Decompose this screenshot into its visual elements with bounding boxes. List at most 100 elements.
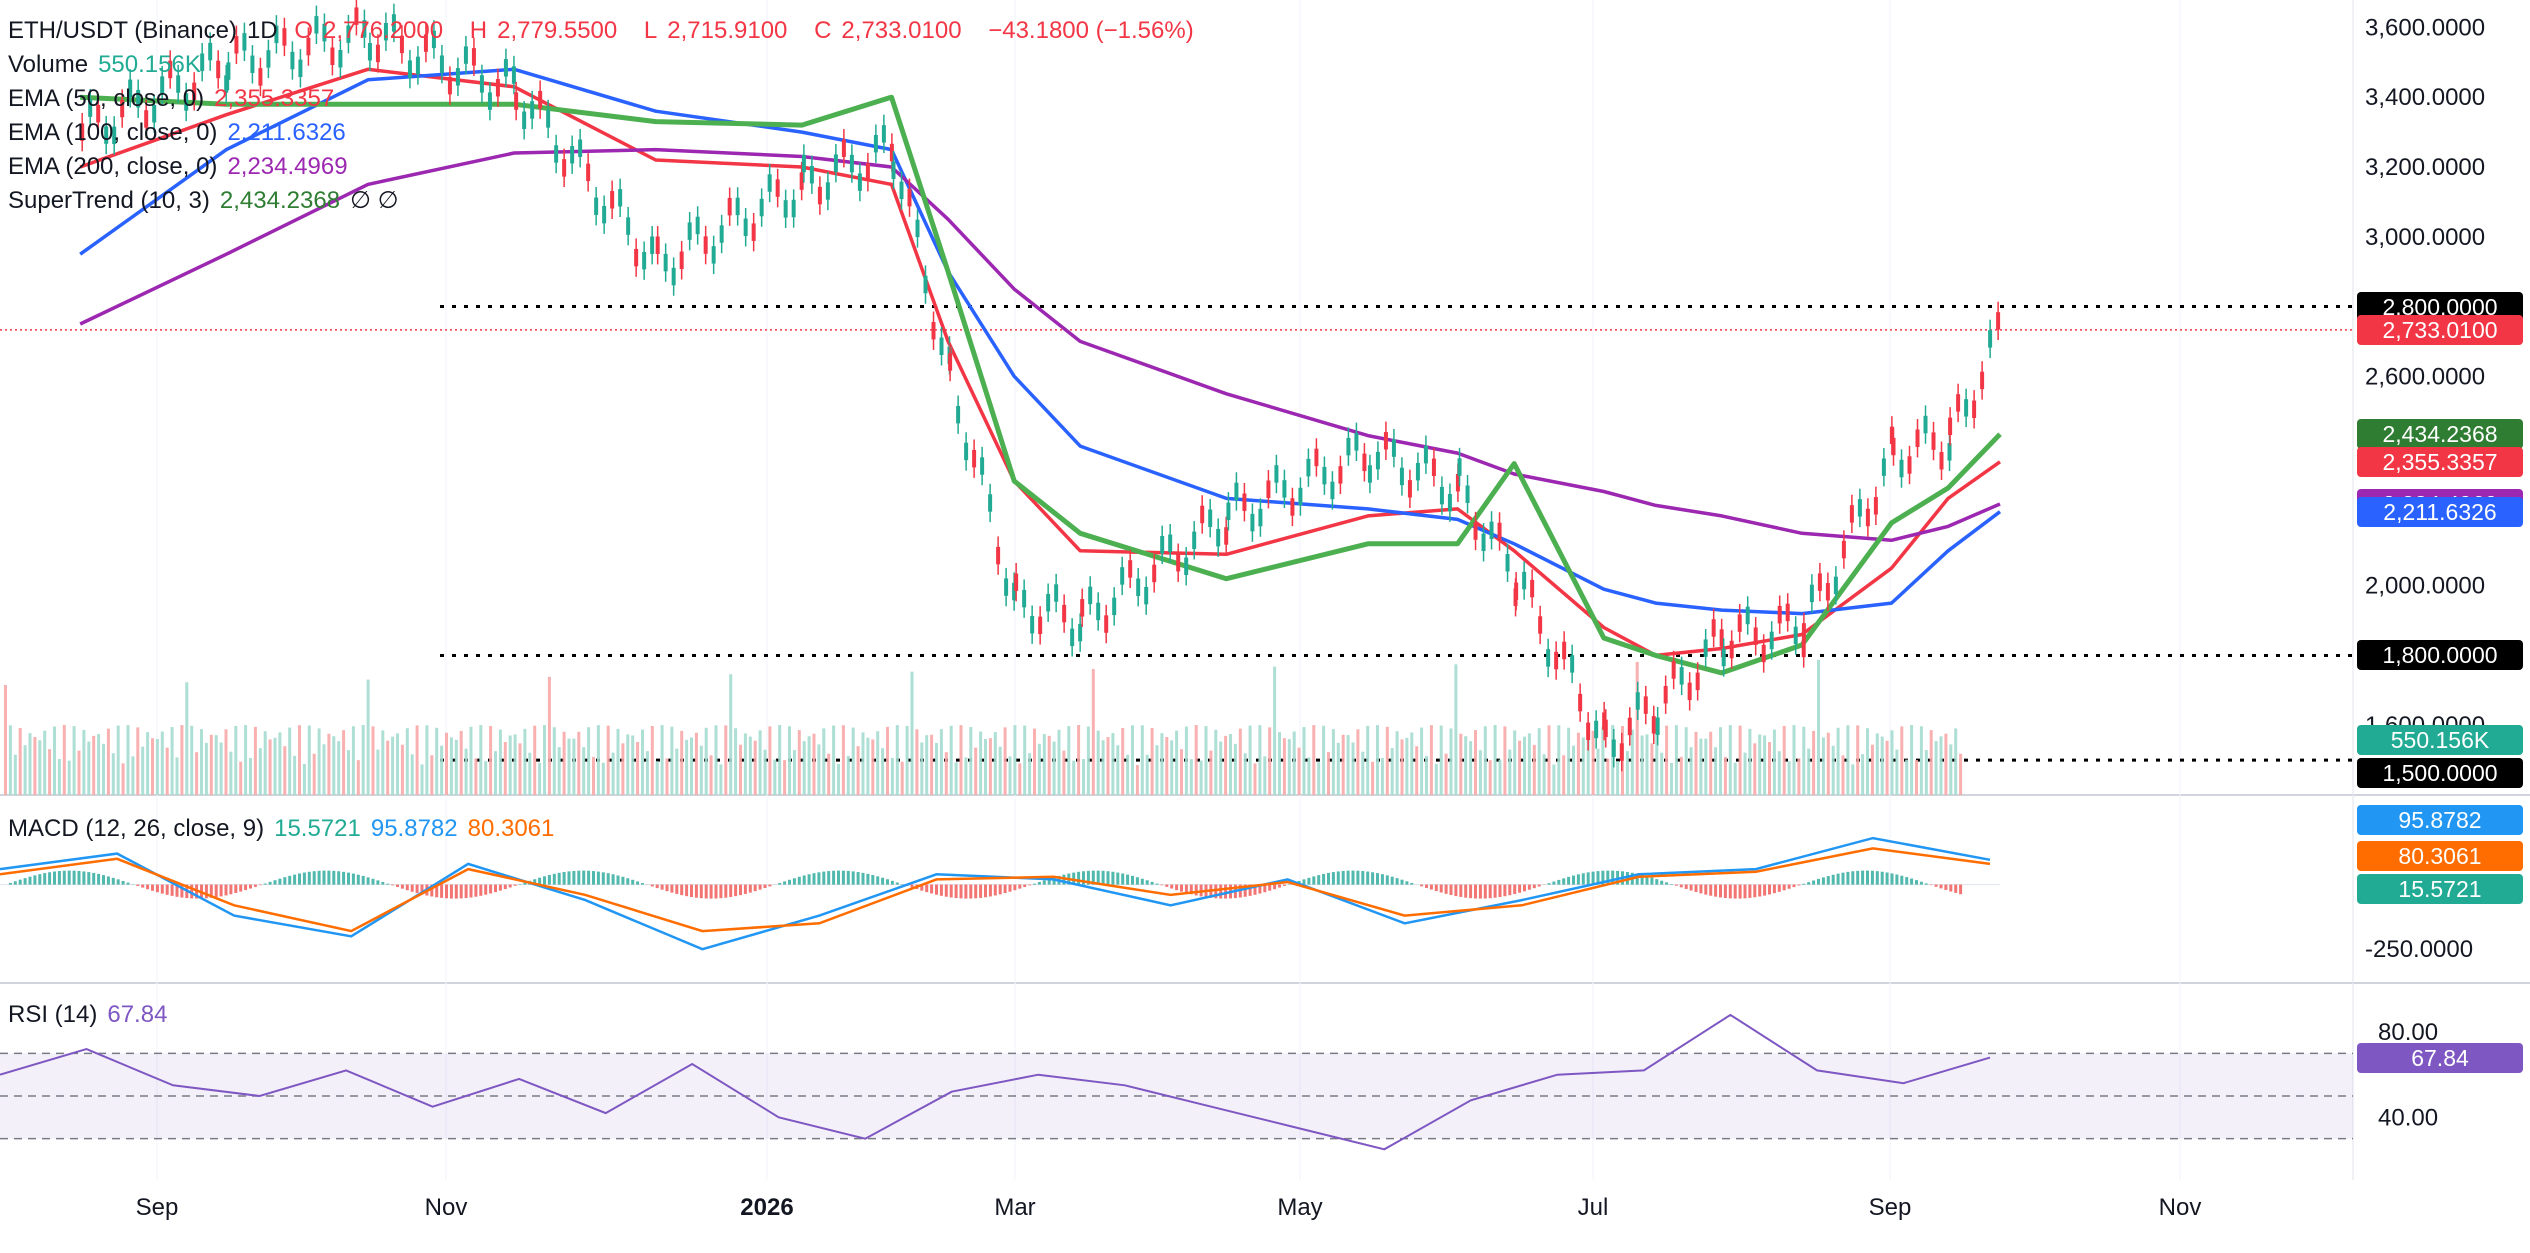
candle-body xyxy=(250,55,255,74)
macd-histogram-bar xyxy=(1895,874,1899,885)
volume-bar xyxy=(1572,745,1575,795)
price-axis-tick: 3,600.0000 xyxy=(2365,14,2485,41)
macd-histogram-bar xyxy=(611,874,615,885)
change-value: −43.1800 (−1.56%) xyxy=(988,17,1194,44)
candle-body xyxy=(1586,722,1591,741)
volume-bar xyxy=(1493,725,1497,795)
candle-body xyxy=(1208,509,1213,527)
volume-bar xyxy=(1650,743,1654,795)
volume-bar xyxy=(592,756,595,795)
candle-body xyxy=(1719,629,1724,647)
macd-histogram-bar xyxy=(1106,871,1110,885)
candle-body xyxy=(1729,640,1734,659)
macd-histogram-bar xyxy=(322,870,326,885)
macd-histogram-bar xyxy=(1709,884,1713,896)
volume-bar xyxy=(1866,728,1869,795)
macd-line-value: 95.8782 xyxy=(370,815,458,842)
volume-bar xyxy=(1273,666,1277,795)
macd-histogram-bar xyxy=(1660,880,1664,885)
candle-body xyxy=(1338,466,1343,484)
macd-histogram-bar xyxy=(1214,884,1218,899)
volume-bar xyxy=(1086,726,1090,795)
supertrend-legend[interactable]: SuperTrend (10, 3) 2,434.2368 ∅ ∅ xyxy=(8,184,409,218)
volume-bar xyxy=(1674,725,1678,795)
candle-body xyxy=(1980,371,1985,390)
volume-bar xyxy=(1145,754,1149,795)
ema100-legend[interactable]: EMA (100, close, 0) 2,211.6326 xyxy=(8,116,356,150)
volume-bar xyxy=(768,726,772,795)
volume-bar xyxy=(43,730,47,795)
candle-body xyxy=(88,99,93,117)
volume-bar xyxy=(1611,725,1615,795)
volume-bar xyxy=(538,762,542,795)
volume-bar xyxy=(518,743,522,795)
macd-histogram-bar xyxy=(430,884,434,897)
volume-bar xyxy=(1939,736,1943,795)
candle-body xyxy=(112,126,117,145)
candle-body xyxy=(290,51,295,70)
macd-histogram-bar xyxy=(1572,875,1575,885)
macd-histogram-bar xyxy=(1753,884,1757,898)
time-axis-tick: Sep xyxy=(1869,1194,1912,1221)
volume-bar xyxy=(400,744,404,795)
macd-histogram-bar xyxy=(1821,877,1825,885)
candle-body xyxy=(1497,522,1502,541)
volume-bar xyxy=(77,750,81,795)
macd-histogram-bar xyxy=(376,880,380,885)
macd-histogram-bar xyxy=(126,882,130,885)
volume-bar xyxy=(1753,743,1757,795)
ema50-legend[interactable]: EMA (50, close, 0) 2,355.3357 xyxy=(8,82,344,116)
macd-histogram-bar xyxy=(1385,875,1389,885)
ema200-legend[interactable]: EMA (200, close, 0) 2,234.4969 xyxy=(8,150,358,184)
volume-bar xyxy=(1807,748,1811,795)
volume-bar xyxy=(1425,755,1428,795)
volume-bar xyxy=(459,730,463,795)
macd-axis-tick: -250.0000 xyxy=(2365,936,2473,963)
candle-body xyxy=(570,146,575,164)
volume-bar xyxy=(126,725,130,795)
candle-body xyxy=(1423,445,1428,464)
volume-bar xyxy=(1420,727,1424,795)
volume-bar xyxy=(1439,725,1443,795)
candle-body xyxy=(1258,508,1263,527)
volume-bar xyxy=(1243,753,1247,795)
macd-histogram-bar xyxy=(1655,879,1659,885)
volume-bar xyxy=(102,743,105,795)
candle-body xyxy=(1663,685,1668,704)
macd-histogram-bar xyxy=(964,884,968,899)
interval[interactable]: 1D xyxy=(246,17,278,44)
volume-bar xyxy=(1351,742,1355,795)
macd-label: MACD (12, 26, close, 9) xyxy=(8,815,265,842)
volume-bar xyxy=(841,725,845,795)
macd-histogram-bar xyxy=(498,884,502,891)
candle-body xyxy=(1655,717,1660,735)
volume-bar xyxy=(1689,747,1693,795)
volume-bar xyxy=(371,726,375,795)
volume-bar xyxy=(1101,740,1105,795)
volume-bar xyxy=(1802,726,1806,795)
macd-histogram-bar xyxy=(1268,884,1272,891)
macd-histogram-bar xyxy=(244,884,248,891)
macd-histogram-bar xyxy=(151,884,154,891)
candle-body xyxy=(1505,554,1510,572)
candle-body xyxy=(530,101,535,119)
rsi-legend[interactable]: RSI (14) 67.84 xyxy=(8,998,177,1032)
volume-bar xyxy=(180,725,184,795)
volume-legend[interactable]: Volume 550.156K xyxy=(8,48,211,82)
volume-bar xyxy=(871,739,875,795)
candle-body xyxy=(1184,557,1189,575)
macd-histogram-bar xyxy=(792,878,796,885)
volume-bar xyxy=(1356,729,1360,795)
macd-histogram-bar xyxy=(1459,884,1463,897)
price-axis-tick: 3,200.0000 xyxy=(2365,154,2485,181)
volume-bar xyxy=(1302,727,1306,795)
macd-legend[interactable]: MACD (12, 26, close, 9) 15.5721 95.8782 80.… xyxy=(8,812,564,846)
candle-body xyxy=(650,236,655,254)
volume-bar xyxy=(900,761,904,795)
volume-bar xyxy=(1616,761,1620,795)
candle-body xyxy=(346,25,351,43)
volume-bar xyxy=(1385,726,1389,795)
candle-body xyxy=(1538,616,1543,634)
price-axis-tick: 2,000.0000 xyxy=(2365,573,2485,600)
